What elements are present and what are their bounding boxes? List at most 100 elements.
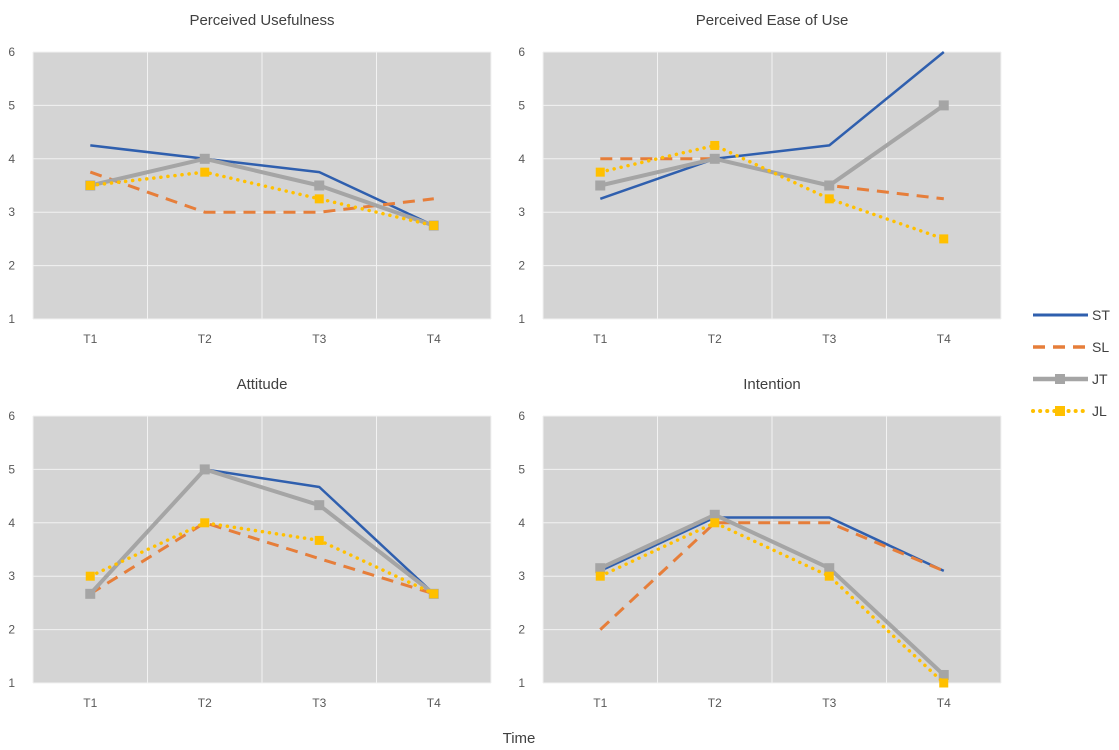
data-point-jl [710,140,720,150]
data-point-jt [824,180,835,191]
legend-marker [1055,406,1065,416]
data-point-jl [429,589,439,599]
x-tick-label: T2 [198,696,212,710]
series-line-jt [599,103,945,188]
chart-perceived-usefulness: 1 2 3 4 5 6 T1 T2 T3 T4 Perceived Usefulness [8,12,492,346]
series-sl [600,157,944,201]
series-jl [85,518,439,599]
series-sl [89,521,435,596]
x-axis-title: Time [503,730,536,747]
data-point-jt [938,669,949,680]
x-tick-label: T1 [593,332,607,346]
data-point-jl [429,221,439,231]
data-point-jt [595,180,606,191]
data-point-jl [595,571,605,581]
series-line-st [599,516,945,573]
x-tick-label: T1 [83,696,97,710]
legend-item-sl: SL [1033,339,1109,355]
series-line-jl [88,170,436,228]
y-tick-label: 5 [518,98,525,112]
data-point-jt [595,563,606,574]
series-sl [89,170,434,214]
chart-title: Attitude [237,376,288,393]
data-point-jl [710,518,720,528]
y-tick-label: 1 [8,312,15,326]
data-point-jl [314,194,324,204]
y-tick-label: 3 [8,205,15,219]
x-tick-label: T3 [822,696,836,710]
chart-attitude: 1 2 3 4 5 6 T1 T2 T3 T4 Attitude [8,376,492,710]
y-tick-label: 3 [518,569,525,583]
series-jl [595,518,949,688]
data-point-jt [824,563,835,574]
y-tick-label: 6 [8,45,15,59]
data-point-jl [200,518,210,528]
x-tick-label: T4 [937,696,951,710]
y-tick-label: 5 [8,98,15,112]
x-tick-label: T4 [427,696,441,710]
y-tick-label: 4 [8,152,15,166]
data-point-jl [824,571,834,581]
x-tick-label: T3 [312,696,326,710]
x-tick-label: T4 [427,332,441,346]
y-tick-label: 2 [518,259,525,273]
series-jl [85,167,439,231]
series-st [90,144,435,227]
series-st [599,516,945,573]
chart-perceived-ease-of-use: 1 2 3 4 5 6 T1 T2 T3 T4 Perceived Ease of Use [518,12,1002,346]
y-tick-label: 3 [518,205,525,219]
legend-item-st: ST [1033,307,1110,323]
y-tick-label: 1 [8,676,15,690]
legend-label: ST [1092,307,1110,323]
series-line-st [599,51,945,200]
data-point-jt [709,153,720,164]
x-tick-label: T2 [198,332,212,346]
series-line-jl [598,521,946,685]
y-tick-label: 1 [518,312,525,326]
y-tick-label: 5 [518,462,525,476]
x-tick-label: T4 [937,332,951,346]
series-line-sl [89,170,434,214]
series-line-sl [89,521,435,596]
data-point-jt [709,509,720,520]
series-line-jl [598,143,946,241]
series-line-st [90,144,435,227]
legend-item-jl: JL [1031,403,1107,419]
chart-title: Intention [743,376,801,393]
data-point-jt [85,588,96,599]
y-tick-label: 6 [518,45,525,59]
y-tick-label: 3 [8,569,15,583]
legend: ST SL JT JL [1031,307,1110,419]
x-tick-label: T1 [83,332,97,346]
y-tick-label: 5 [8,462,15,476]
data-point-jt [199,464,210,475]
data-point-jt [199,153,210,164]
series-line-sl [600,157,944,201]
legend-label: JL [1092,403,1107,419]
y-tick-label: 1 [518,676,525,690]
x-tick-label: T3 [312,332,326,346]
data-point-jl [85,181,95,190]
data-point-jl [200,167,210,177]
chart-title: Perceived Usefulness [189,12,334,29]
x-tick-label: T3 [822,332,836,346]
series-line-jt [89,156,435,228]
y-tick-label: 4 [518,152,525,166]
data-point-jt [314,500,325,511]
data-point-jl [85,571,95,581]
series-st [599,51,945,200]
data-point-jt [314,180,325,191]
x-tick-label: T2 [708,332,722,346]
legend-label: JT [1092,371,1108,387]
data-point-jl [314,535,324,545]
series-jt [595,100,949,191]
y-tick-label: 4 [8,516,15,530]
legend-item-jt: JT [1033,371,1108,387]
data-point-jl [939,678,949,688]
y-tick-label: 2 [8,259,15,273]
chart-title: Perceived Ease of Use [696,12,849,29]
legend-label: SL [1092,339,1109,355]
legend-marker [1055,374,1065,384]
series-jl [595,140,949,244]
